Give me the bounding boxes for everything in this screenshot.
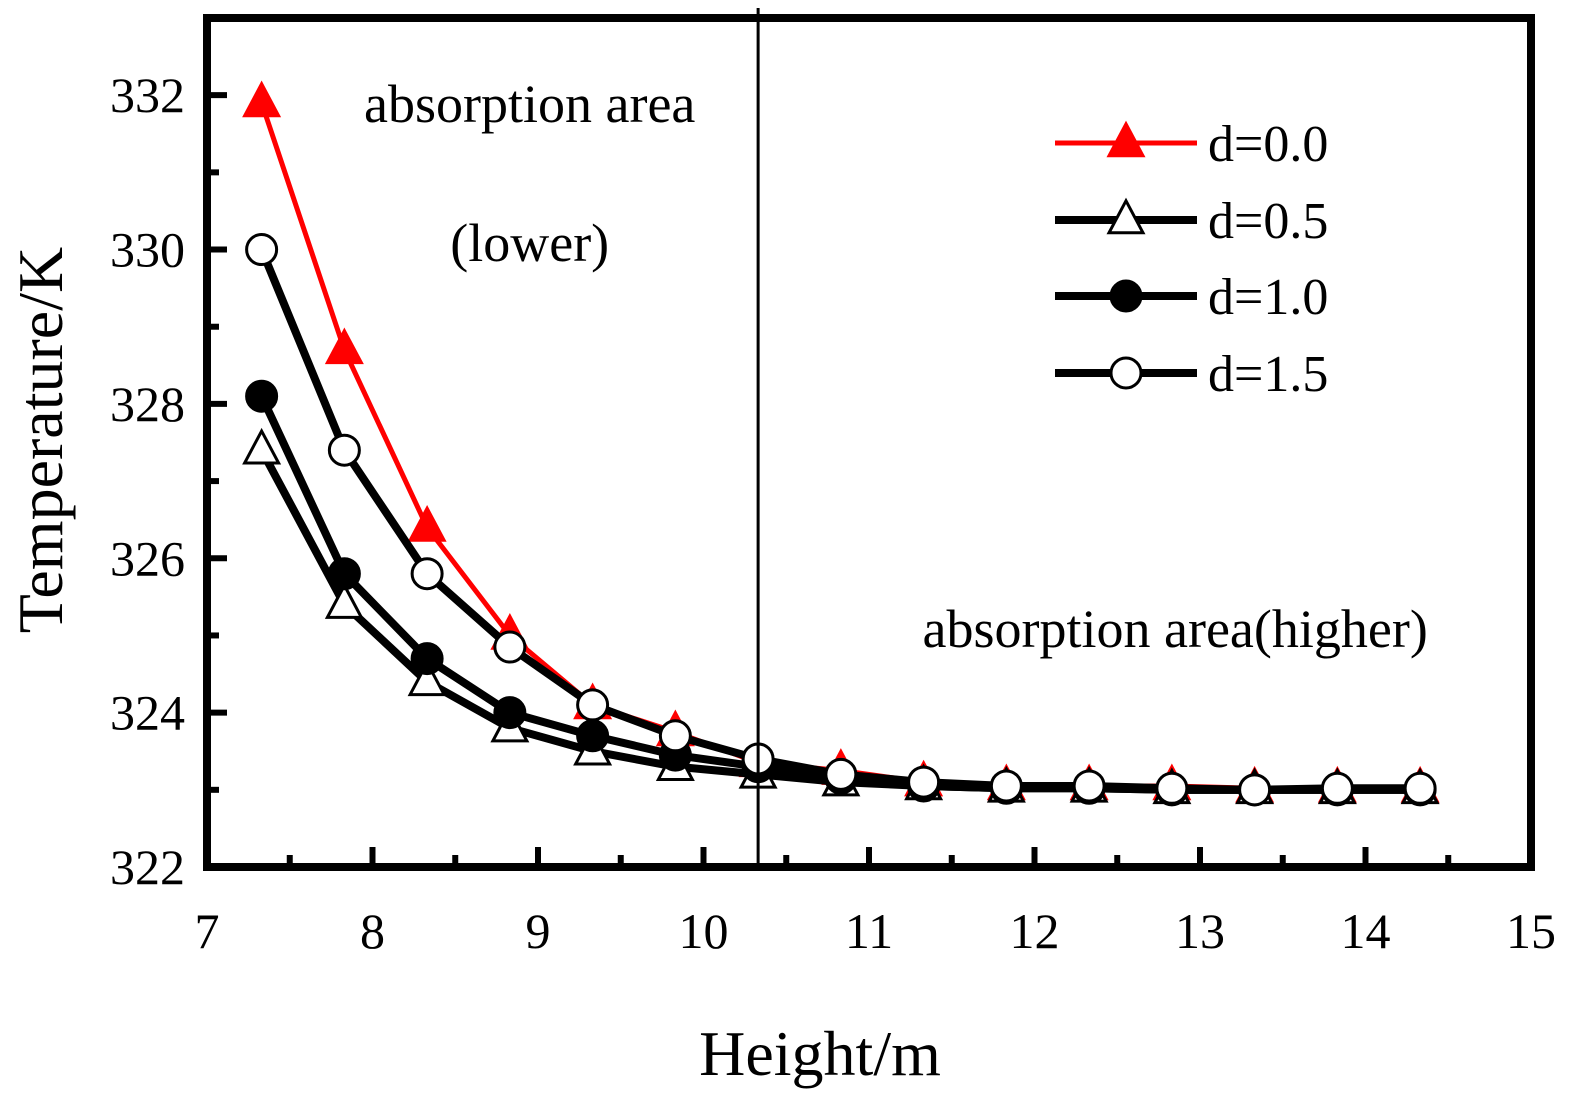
data-point	[576, 719, 610, 753]
y-tick-label: 322	[110, 839, 185, 895]
legend-marker	[1106, 120, 1146, 158]
data-point	[907, 765, 941, 799]
legend-entry-label: d=1.5	[1208, 346, 1328, 403]
x-tick-label: 15	[1506, 903, 1556, 959]
data-point	[245, 379, 279, 413]
data-point	[576, 688, 610, 722]
data-point	[1320, 771, 1354, 805]
data-point	[327, 557, 361, 591]
x-tick-label: 14	[1341, 903, 1391, 959]
data-point	[989, 769, 1023, 803]
legend-marker	[1106, 197, 1146, 235]
data-point	[493, 696, 527, 730]
series-line	[257, 394, 1421, 794]
x-tick-label: 12	[1010, 903, 1060, 959]
x-tick-label: 9	[526, 903, 551, 959]
y-tick-label: 332	[110, 67, 185, 123]
region-annotation: absorption area(higher)	[923, 599, 1428, 659]
data-point	[324, 582, 364, 619]
data-point	[242, 427, 282, 465]
data-point	[410, 642, 444, 676]
data-point	[245, 233, 279, 267]
y-tick-label: 324	[110, 685, 185, 741]
data-point	[242, 80, 282, 118]
x-tick-label: 13	[1175, 903, 1225, 959]
legend-marker	[1109, 356, 1143, 390]
legend-entry-label: d=1.0	[1208, 269, 1328, 326]
x-tick-label: 11	[845, 903, 893, 959]
plot-frame	[203, 14, 1535, 871]
y-tick-label: 326	[110, 530, 185, 586]
data-point	[658, 719, 692, 753]
data-point	[1238, 773, 1272, 807]
legend-entry-label: d=0.0	[1208, 116, 1328, 173]
data-point	[1155, 771, 1189, 805]
x-tick-label: 8	[360, 903, 385, 959]
data-point	[327, 433, 361, 467]
data-point	[493, 630, 527, 664]
data-point	[1403, 771, 1437, 805]
y-axis-title: Temperature/K	[5, 247, 76, 633]
region-annotation: (lower)	[450, 213, 609, 273]
data-point	[1072, 769, 1106, 803]
legend-marker	[1109, 279, 1143, 313]
x-tick-label: 7	[195, 903, 220, 959]
x-tick-label: 10	[679, 903, 729, 959]
y-tick-label: 330	[110, 222, 185, 278]
legend-entry-label: d=0.5	[1208, 193, 1328, 250]
series-line	[257, 248, 1421, 794]
data-point	[407, 505, 447, 542]
x-axis-title: Height/m	[699, 1018, 941, 1089]
data-point	[407, 659, 447, 697]
data-point	[324, 327, 364, 365]
data-point	[410, 557, 444, 591]
region-annotation: absorption area	[364, 74, 695, 134]
y-tick-label: 328	[110, 376, 185, 432]
data-point	[824, 757, 858, 791]
